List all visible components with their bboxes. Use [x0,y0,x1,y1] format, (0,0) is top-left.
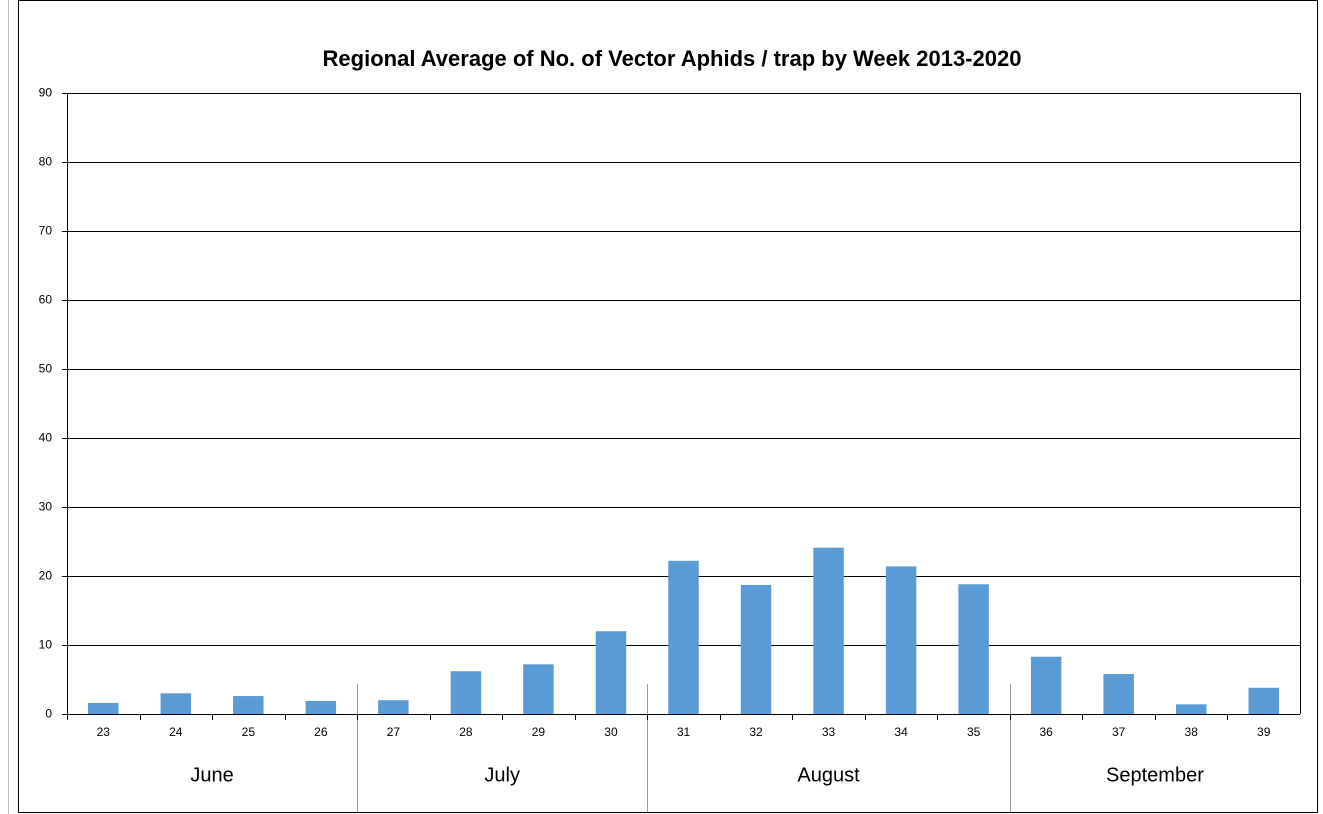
x-tick-label: 27 [387,725,401,739]
x-tick-label: 30 [604,725,618,739]
y-tick-label: 70 [39,224,53,238]
x-tick-label: 32 [749,725,763,739]
bar [885,566,917,714]
y-tick-label: 30 [39,500,53,514]
y-tick-label: 20 [39,569,53,583]
x-tick-label: 28 [459,725,473,739]
bar [595,631,627,714]
y-tick-label: 50 [39,362,53,376]
bar [1030,656,1062,714]
y-tick-label: 60 [39,293,53,307]
x-tick-label: 26 [314,725,328,739]
bar [668,560,699,714]
x-tick-label: 31 [677,725,691,739]
bar [740,584,772,714]
bar [958,584,989,714]
bar [1175,704,1207,714]
chart-border [18,0,1318,813]
chart-title: Regional Average of No. of Vector Aphids… [323,46,1022,71]
x-tick-label: 38 [1185,725,1199,739]
month-label: August [797,764,860,786]
y-tick-label: 10 [39,638,53,652]
bar [88,702,119,714]
y-tick-label: 40 [39,431,53,445]
y-tick-label: 0 [45,707,52,721]
x-tick-label: 35 [967,725,981,739]
x-tick-label: 24 [169,725,183,739]
bar [233,696,264,714]
bar [160,693,192,714]
bar [450,671,482,714]
x-tick-label: 39 [1257,725,1271,739]
bar [1103,673,1134,714]
bar [305,700,337,714]
bar [378,700,409,714]
x-tick-label: 34 [894,725,908,739]
y-tick-label: 80 [39,155,53,169]
x-tick-label: 37 [1112,725,1126,739]
x-tick-label: 23 [97,725,111,739]
x-tick-label: 33 [822,725,836,739]
y-tick-label: 90 [39,86,53,100]
month-label: June [190,764,233,786]
month-label: September [1106,764,1204,786]
month-label: July [484,764,520,786]
x-tick-label: 36 [1039,725,1053,739]
bar [813,547,844,714]
x-tick-label: 25 [242,725,256,739]
bar [523,664,554,714]
bar [1248,687,1279,714]
x-tick-label: 29 [532,725,546,739]
